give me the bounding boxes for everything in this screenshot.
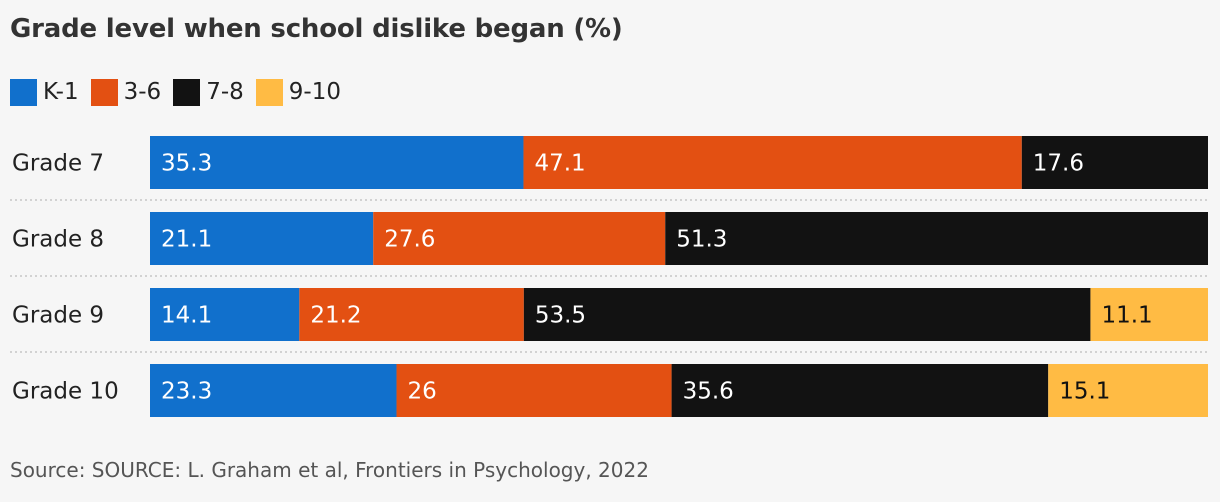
legend-item-7-8: 7-8 xyxy=(173,78,244,106)
bar-segment-K-1 xyxy=(150,364,397,417)
bar-segment-7-8 xyxy=(523,288,1091,341)
bar-segment-7-8 xyxy=(1021,136,1208,189)
bar-segment-K-1 xyxy=(150,288,300,341)
legend-swatch-k-1 xyxy=(10,78,37,106)
bar-segment-9-10 xyxy=(1048,364,1208,417)
category-label: Grade 9 xyxy=(12,303,104,329)
bar-segment-9-10 xyxy=(1090,288,1208,341)
value-label: 21.1 xyxy=(161,227,212,253)
legend-item-9-10: 9-10 xyxy=(255,78,341,106)
legend-swatch-9-10 xyxy=(255,78,283,106)
value-label: 23.3 xyxy=(161,379,212,405)
bar-segment-7-8 xyxy=(671,364,1049,417)
bar-segment-3-6 xyxy=(396,364,672,417)
legend-label-7-8: 7-8 xyxy=(206,79,244,105)
category-label: Grade 10 xyxy=(12,379,119,405)
value-label: 21.2 xyxy=(310,303,361,329)
source-note: Source: SOURCE: L. Graham et al, Frontie… xyxy=(10,458,649,482)
value-label: 35.6 xyxy=(683,379,734,405)
bar-segment-3-6 xyxy=(299,288,524,341)
bar-segment-7-8 xyxy=(665,212,1208,265)
value-label: 17.6 xyxy=(1033,151,1084,177)
value-label: 15.1 xyxy=(1059,379,1110,405)
bar-segment-3-6 xyxy=(373,212,666,265)
legend-label-9-10: 9-10 xyxy=(288,79,341,105)
legend-label-k-1: K-1 xyxy=(43,79,79,105)
category-label: Grade 7 xyxy=(12,151,104,177)
legend: K-1 3-6 7-8 9-10 xyxy=(10,76,353,108)
legend-item-3-6: 3-6 xyxy=(90,78,162,106)
value-label: 53.5 xyxy=(535,303,586,329)
value-label: 35.3 xyxy=(161,151,212,177)
bar-segment-3-6 xyxy=(523,136,1022,189)
value-label: 14.1 xyxy=(161,303,212,329)
legend-label-3-6: 3-6 xyxy=(123,79,162,105)
legend-swatch-3-6 xyxy=(90,78,118,106)
legend-item-k-1: K-1 xyxy=(10,78,79,106)
bar-segment-K-1 xyxy=(150,212,374,265)
legend-swatch-7-8 xyxy=(173,78,201,106)
value-label: 26 xyxy=(408,379,437,405)
bar-segment-K-1 xyxy=(150,136,524,189)
chart-title: Grade level when school dislike began (%… xyxy=(10,14,623,44)
value-label: 47.1 xyxy=(534,151,585,177)
value-label: 11.1 xyxy=(1101,303,1152,329)
value-label: 27.6 xyxy=(384,227,435,253)
category-label: Grade 8 xyxy=(12,227,104,253)
value-label: 51.3 xyxy=(676,227,727,253)
